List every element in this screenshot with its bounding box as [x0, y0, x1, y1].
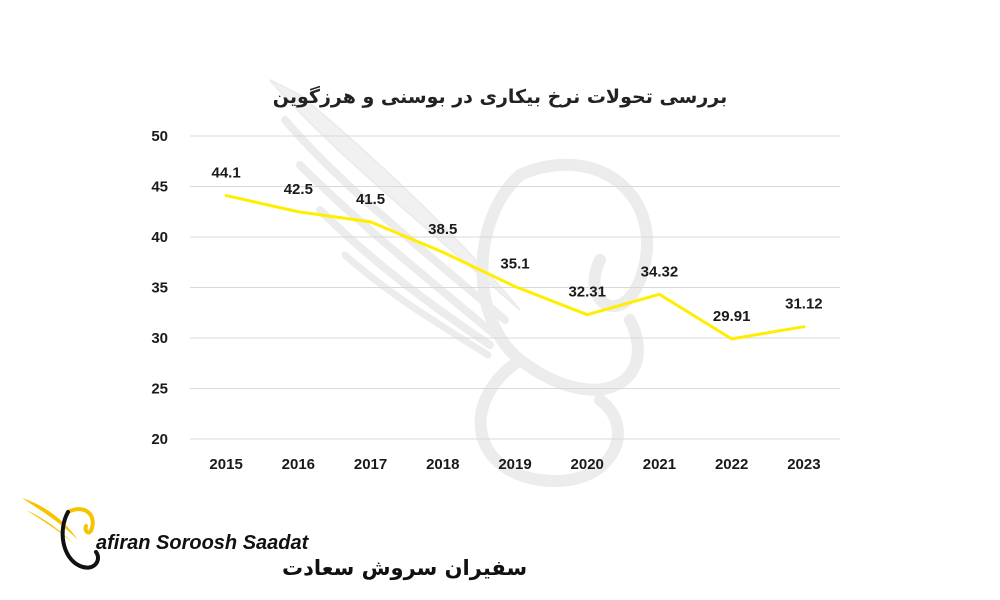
data-point [585, 313, 589, 317]
data-point [296, 210, 300, 214]
x-tick-label: 2022 [715, 456, 748, 473]
winged-swan-watermark [269, 79, 654, 488]
x-tick-label: 2020 [571, 456, 604, 473]
x-axis: 2015 2016 2017 2018 2019 2020 2021 2022 2023 [209, 456, 820, 473]
y-tick-label: 40 [151, 229, 168, 246]
data-label: 29.91 [713, 308, 751, 325]
brand-name-persian: سفیران سروش سعادت [282, 556, 527, 580]
data-point [657, 292, 661, 296]
y-tick-label: 35 [151, 280, 168, 297]
data-label: 42.5 [284, 181, 313, 198]
chart-title: بررسی تحولات نرخ بیکاری در بوسنی و هرزگو… [273, 85, 728, 108]
y-tick-label: 20 [151, 431, 168, 448]
brand-name-english: afiran Soroosh Saadat [96, 532, 310, 554]
data-label: 41.5 [356, 191, 385, 208]
x-tick-label: 2016 [282, 456, 315, 473]
grid-layer [190, 135, 840, 440]
x-tick-label: 2015 [209, 456, 242, 473]
data-label: 44.1 [212, 165, 241, 182]
x-tick-label: 2021 [643, 456, 676, 473]
y-tick-label: 45 [151, 179, 168, 196]
data-point [730, 337, 734, 341]
data-point [224, 194, 228, 198]
data-label-layer: 44.1 42.5 41.5 38.5 35.1 32.31 34.32 29.91 31.12 [212, 165, 823, 325]
data-point [441, 250, 445, 254]
x-tick-label: 2017 [354, 456, 387, 473]
series-layer [224, 194, 806, 341]
y-tick-label: 50 [151, 128, 168, 145]
data-label: 34.32 [641, 263, 679, 280]
data-point [369, 220, 373, 224]
x-tick-label: 2019 [498, 456, 531, 473]
data-point [802, 325, 806, 329]
data-label: 32.31 [568, 284, 606, 301]
data-label: 35.1 [500, 255, 529, 272]
x-tick-label: 2018 [426, 456, 459, 473]
winged-swan-logo [22, 498, 100, 570]
data-label: 31.12 [785, 296, 823, 313]
x-tick-label: 2023 [787, 456, 820, 473]
y-tick-label: 30 [151, 330, 168, 347]
y-tick-label: 25 [151, 381, 168, 398]
data-point [513, 284, 517, 288]
y-axis: 20 25 30 35 40 45 50 [151, 128, 168, 448]
data-label: 38.5 [428, 221, 457, 238]
